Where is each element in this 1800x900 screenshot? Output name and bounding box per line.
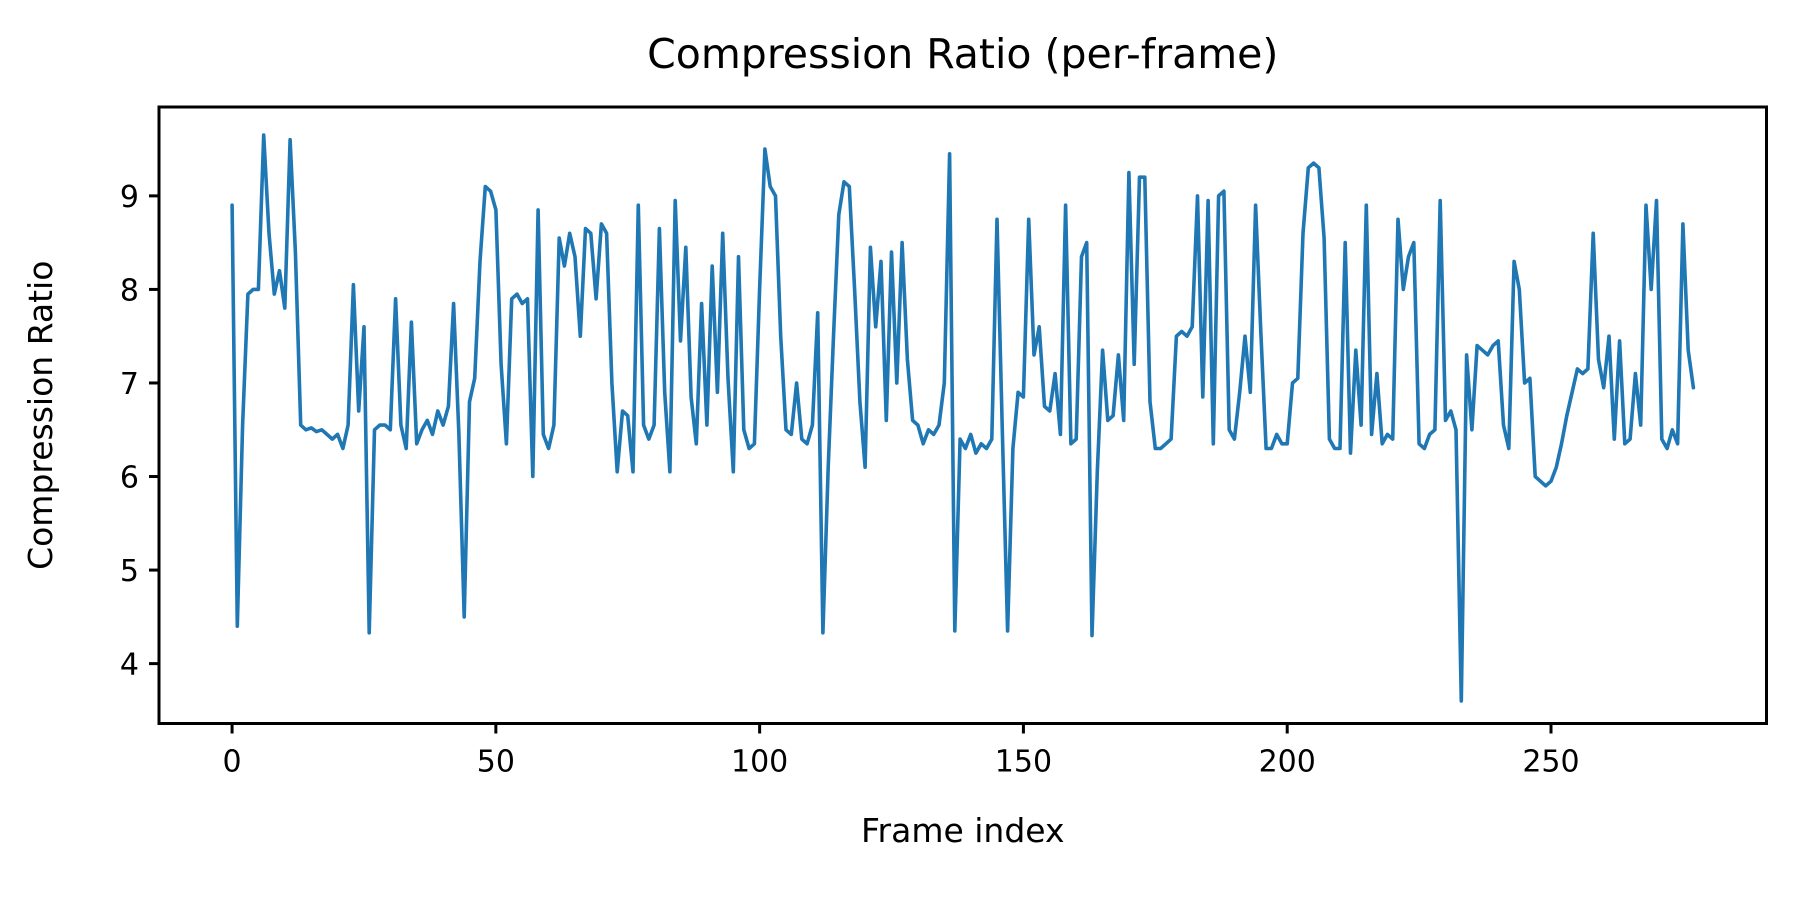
y-tick-label: 9 [120, 180, 139, 215]
y-tick-label: 4 [120, 648, 139, 683]
y-tick-label: 7 [120, 367, 139, 402]
chart-title: Compression Ratio (per-frame) [647, 30, 1278, 78]
x-axis-ticks: 0 50 100 150 200 250 [223, 723, 1580, 780]
y-axis-label: Compression Ratio [21, 261, 60, 570]
y-tick-label: 6 [120, 461, 139, 496]
y-tick-label: 5 [120, 554, 139, 589]
x-tick-label: 150 [995, 745, 1052, 780]
x-tick-label: 0 [223, 745, 242, 780]
y-tick-label: 8 [120, 273, 139, 308]
plot-area [159, 107, 1767, 724]
x-tick-label: 200 [1259, 745, 1316, 780]
x-tick-label: 50 [477, 745, 515, 780]
y-axis-ticks: 4 5 6 7 8 9 [120, 180, 159, 683]
axes-spines [157, 105, 1768, 725]
x-tick-label: 250 [1522, 745, 1579, 780]
x-axis-label: Frame index [861, 811, 1065, 850]
x-tick-label: 100 [731, 745, 788, 780]
series-line [230, 133, 1696, 703]
